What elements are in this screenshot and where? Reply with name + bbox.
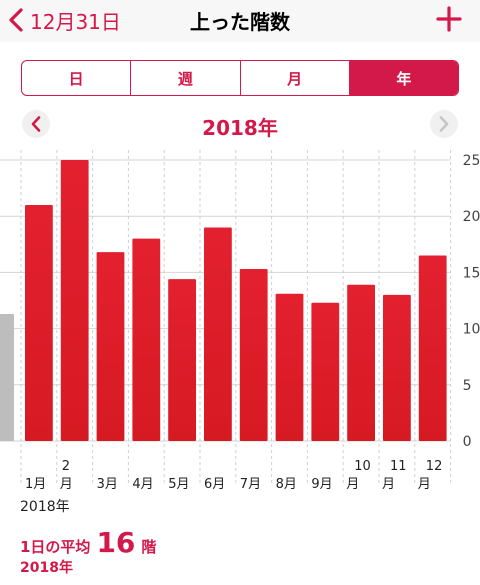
- x-tick-label: 12: [426, 459, 443, 474]
- back-button-label: 12月31日: [30, 9, 121, 34]
- plus-icon: [436, 6, 462, 32]
- previous-period-bar: [0, 313, 14, 441]
- segment-year[interactable]: 年: [348, 61, 458, 95]
- bar-4: [132, 238, 161, 441]
- bar-1: [25, 204, 53, 441]
- chart-period-label: 2018年: [20, 499, 70, 515]
- previous-period-button[interactable]: [22, 110, 50, 138]
- period-segmented-control: 日 週 月 年: [21, 60, 459, 96]
- x-tick-label: 4月: [132, 477, 153, 492]
- back-button[interactable]: 12月31日: [8, 4, 121, 36]
- bar-8: [275, 293, 304, 441]
- bar-2: [60, 160, 89, 441]
- y-tick-label: 15: [463, 265, 480, 281]
- x-tick-label-unit: 月: [60, 477, 73, 492]
- y-tick-label: 5: [463, 378, 472, 394]
- x-tick-label: 1月: [25, 477, 46, 492]
- segment-day[interactable]: 日: [68, 69, 84, 88]
- bar-6: [204, 227, 232, 441]
- average-unit: 階: [141, 538, 157, 556]
- x-tick-label-unit: 月: [346, 477, 359, 492]
- chevron-left-icon: [31, 116, 41, 132]
- period-title: 2018年: [202, 116, 278, 140]
- x-tick-label: 7月: [240, 477, 261, 492]
- x-tick-label: 11: [390, 459, 407, 474]
- x-tick-label: 3月: [97, 477, 118, 492]
- page-title: 上った階数: [190, 10, 290, 34]
- y-tick-label: 0: [463, 434, 472, 450]
- x-tick-label-unit: 月: [418, 477, 431, 492]
- y-tick-label: 25: [463, 153, 480, 169]
- period-navigator: 2018年: [0, 106, 480, 142]
- bar-9: [311, 302, 340, 441]
- segment-week[interactable]: 週: [130, 61, 239, 95]
- chevron-right-icon: [439, 116, 449, 132]
- bar-7: [239, 269, 268, 441]
- x-tick-label: 5月: [168, 477, 189, 492]
- chevron-left-icon: [9, 8, 23, 32]
- daily-average: 1日の平均 16 階: [20, 526, 156, 559]
- x-tick-label: 6月: [204, 477, 225, 492]
- bar-5: [168, 279, 196, 441]
- x-tick-label: 8月: [276, 477, 297, 492]
- navigation-bar: 12月31日 上った階数: [0, 0, 480, 42]
- floors-bar-chart: 0 5 10 15 20 25 1月 2 月 3月 4月 5月 6月 7月 8月 9月 10 月 11 月 12 月: [0, 150, 480, 492]
- x-tick-label-unit: 月: [382, 477, 395, 492]
- bar-3: [96, 252, 125, 441]
- x-tick-label: 2: [62, 459, 70, 474]
- y-tick-label: 20: [463, 209, 480, 225]
- bar-10: [347, 284, 375, 441]
- average-label: 1日の平均: [20, 538, 91, 556]
- average-value: 16: [96, 526, 136, 559]
- segment-month[interactable]: 月: [239, 61, 349, 95]
- next-period-button[interactable]: [430, 110, 458, 138]
- average-period: 2018年: [20, 560, 73, 576]
- bar-12: [418, 255, 447, 441]
- x-tick-label: 10: [354, 459, 371, 474]
- x-tick-label: 9月: [311, 477, 332, 492]
- add-button[interactable]: [436, 6, 462, 32]
- bar-11: [383, 294, 411, 441]
- y-tick-label: 10: [463, 322, 480, 338]
